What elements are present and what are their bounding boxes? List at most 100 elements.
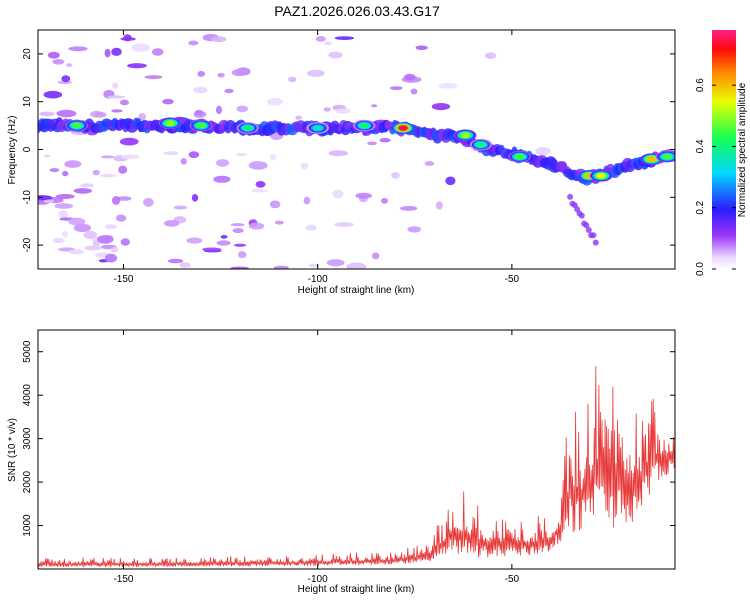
noise-blob: [407, 226, 422, 233]
noise-blob: [323, 107, 331, 112]
ridge-branch-segment: [590, 232, 597, 239]
noise-blob: [49, 168, 60, 173]
colorbar-tick-label: 0.0: [695, 262, 706, 276]
noise-blob: [61, 75, 71, 83]
noise-blob: [535, 147, 551, 156]
noise-blob: [111, 196, 121, 205]
noise-blob: [68, 46, 88, 52]
noise-blob: [435, 201, 443, 210]
noise-blob: [211, 36, 227, 43]
noise-blob: [61, 230, 69, 238]
noise-blob: [115, 214, 127, 222]
noise-blob: [83, 230, 98, 239]
spectral-peak-contour: [165, 120, 175, 126]
noise-blob: [334, 36, 355, 40]
noise-blob: [138, 113, 147, 121]
noise-blob: [215, 105, 223, 115]
spectral-peak-contour: [398, 125, 408, 131]
noise-blob: [236, 153, 248, 157]
noise-blob: [61, 170, 69, 177]
noise-blob: [39, 111, 55, 117]
noise-blob: [274, 220, 284, 225]
noise-blob: [390, 86, 403, 90]
noise-blob: [335, 108, 351, 114]
ridge-branch-segment: [578, 212, 585, 219]
colorbar-label: Normalized spectral amplitude: [737, 82, 748, 217]
spectrogram-xtick-label: -150: [113, 274, 133, 285]
noise-blob: [44, 154, 50, 158]
snr-ytick-label: 4000: [22, 384, 33, 407]
noise-blob: [151, 48, 164, 56]
noise-blob: [332, 189, 344, 199]
noise-blob: [445, 176, 456, 186]
noise-blob: [97, 235, 114, 244]
noise-blob: [391, 172, 400, 179]
noise-blob: [273, 265, 289, 269]
noise-blob: [324, 41, 332, 46]
snr-xtick-label: -100: [308, 574, 328, 585]
noise-blob: [334, 222, 354, 227]
noise-blob: [410, 88, 418, 95]
noise-blob: [438, 83, 458, 89]
noise-blob: [66, 63, 73, 67]
noise-blob: [217, 72, 225, 78]
noise-blob: [267, 98, 283, 106]
spectral-peak-contour: [312, 125, 323, 131]
colorbar-gradient: [712, 30, 736, 269]
noise-blob: [231, 69, 248, 77]
spectrogram-ytick-label: 20: [22, 48, 33, 60]
noise-blob: [269, 200, 281, 209]
spectrogram-heatmap: [38, 34, 675, 269]
noise-blob: [105, 224, 117, 230]
noise-blob: [232, 228, 244, 234]
noise-blob: [379, 138, 391, 143]
noise-blob: [52, 237, 65, 244]
spectral-peak-contour: [596, 173, 606, 179]
noise-blob: [68, 217, 86, 226]
spectrogram-ytick-label: 0: [22, 146, 33, 152]
noise-blob: [56, 109, 77, 118]
spectral-peak-contour: [72, 122, 82, 129]
noise-blob: [163, 220, 180, 227]
spectrogram-ytick-label: -20: [22, 237, 33, 252]
noise-blob: [186, 237, 203, 244]
noise-blob: [162, 98, 174, 105]
noise-blob: [288, 76, 297, 83]
noise-blob: [52, 59, 65, 65]
noise-blob: [202, 247, 222, 252]
noise-blob: [55, 194, 75, 199]
noise-blob: [100, 174, 117, 178]
snr-ytick-label: 2000: [22, 471, 33, 494]
snr-ytick-label: 5000: [22, 340, 33, 363]
noise-blob: [197, 70, 205, 77]
spectrogram-xlabel: Height of straight line (km): [298, 285, 415, 296]
noise-blob: [163, 151, 179, 156]
noise-blob: [400, 206, 418, 211]
snr-axes: -150 -100 -50 1000 2000 3000 4000 5000: [22, 330, 675, 585]
noise-blob: [112, 82, 119, 89]
noise-blob: [424, 161, 435, 166]
noise-blob: [100, 155, 115, 159]
noise-blob: [308, 263, 320, 268]
colorbar-tick-label: 0.2: [695, 200, 706, 214]
noise-blob: [68, 249, 85, 255]
noise-blob: [123, 34, 132, 42]
snr-xlabel: Height of straight line (km): [298, 584, 415, 595]
noise-blob: [119, 137, 139, 146]
noise-blob: [251, 189, 269, 193]
spectrogram-ytick-label: 10: [22, 96, 33, 108]
noise-blob: [194, 109, 204, 116]
spectral-peak-contour: [196, 122, 206, 129]
noise-blob: [180, 158, 187, 165]
noise-blob: [230, 266, 249, 269]
ridge-branch-segment: [592, 239, 599, 246]
noise-blob: [431, 103, 451, 111]
noise-blob: [84, 245, 102, 251]
spectral-peak-contour: [460, 132, 471, 138]
noise-blob: [248, 161, 268, 170]
colorbar-tick-label: 0.4: [695, 139, 706, 153]
noise-blob: [64, 160, 82, 168]
noise-blob: [220, 235, 228, 239]
